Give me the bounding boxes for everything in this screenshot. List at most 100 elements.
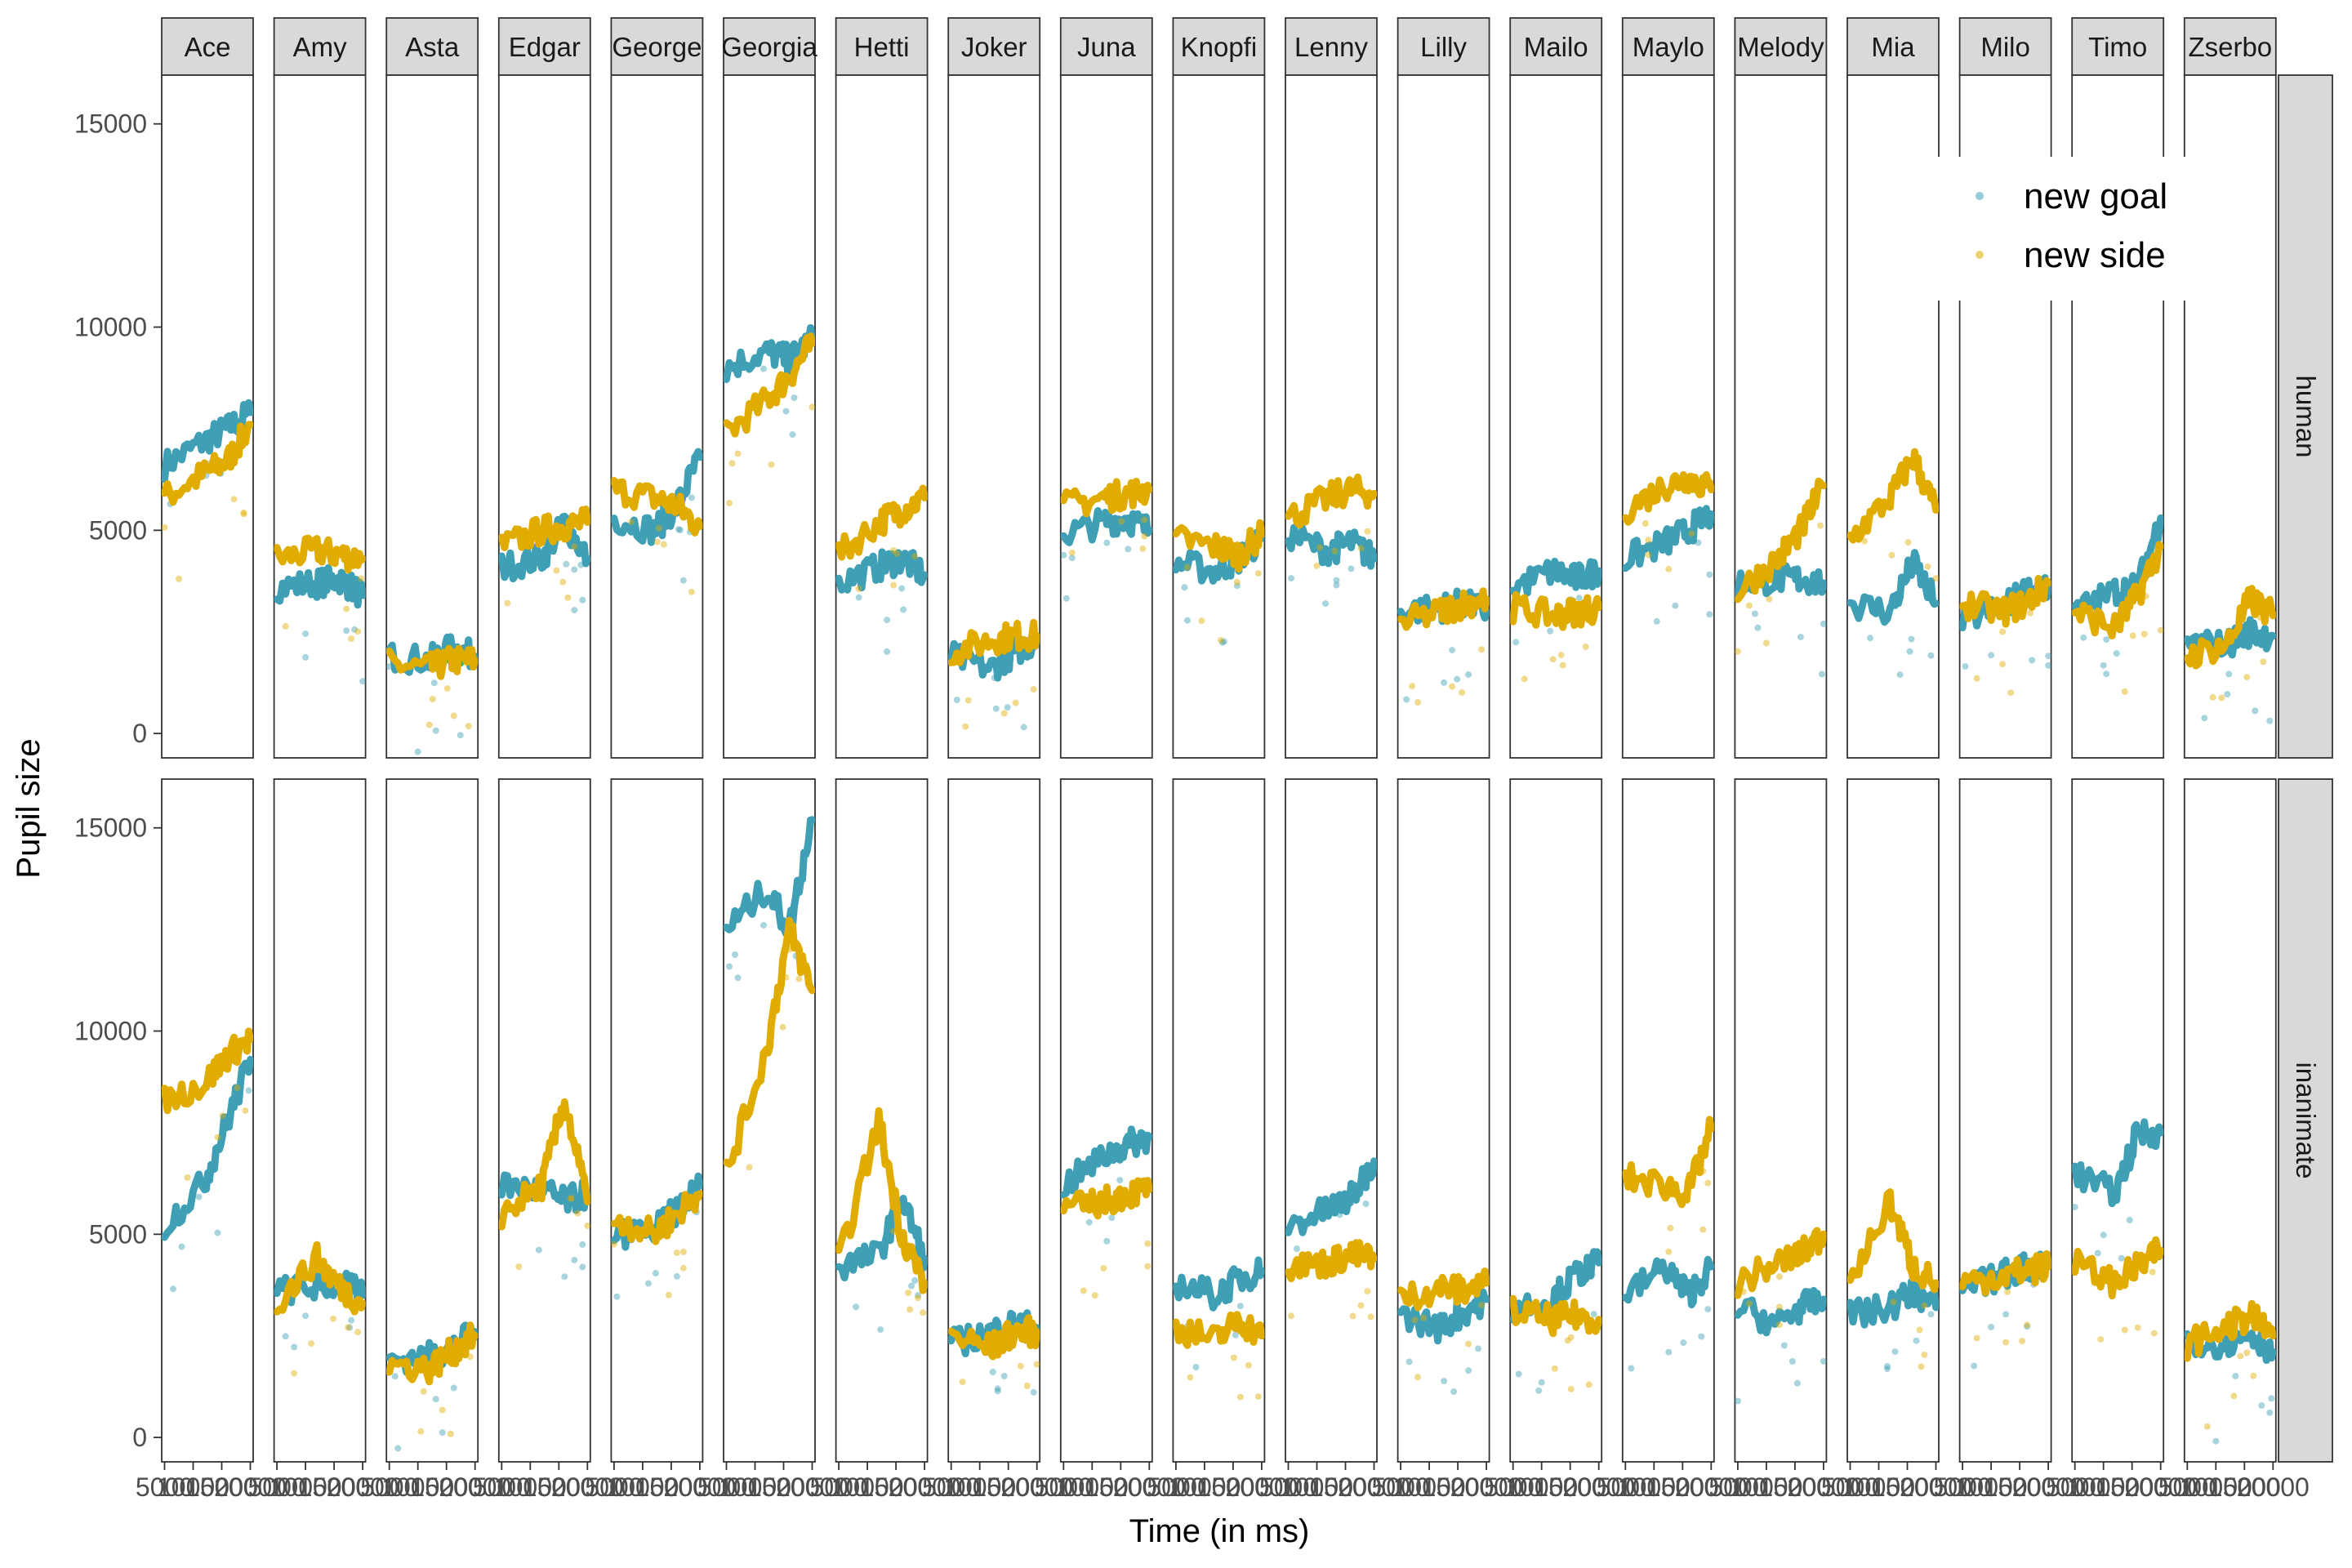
data-point-new-goal [853,1303,860,1311]
x-tick-label: 20000 [327,1472,399,1502]
series-trace-new-goal [162,1055,253,1241]
strip-label: George [612,32,702,62]
data-point-new-goal [679,577,687,584]
x-tick-label: 20000 [1225,1472,1298,1502]
legend-key-new-side [1976,251,1984,259]
series-trace-new-side [386,1321,479,1386]
data-point-new-goal [1698,1333,1705,1340]
panel-lilly-human [1396,74,1490,759]
data-point-new-side [1139,545,1147,552]
data-point-new-goal [1220,638,1227,645]
data-point-new-goal [439,1429,446,1437]
data-point-new-side [1567,1334,1575,1341]
x-tick-label: 20000 [776,1472,849,1502]
data-point-new-goal [900,606,907,613]
data-point-new-goal [1908,635,1915,643]
series-trace-new-goal [498,512,590,583]
data-point-new-goal [1820,620,1827,627]
x-tick-label: 5000 [1934,1472,1992,1502]
data-point-new-goal [991,675,998,681]
series-trace-new-goal [1397,1286,1490,1345]
row-strip-label: inanimate [2291,1062,2321,1178]
data-point-new-side [1559,662,1566,669]
x-tick-label: 15000 [747,1472,820,1502]
row-strip-label: human [2291,376,2321,458]
data-point-new-side [240,510,247,518]
series-trace-new-side [1173,519,1265,573]
data-point-new-side [242,1107,249,1114]
data-point-new-goal [732,951,738,958]
strip-label: Mailo [1524,32,1588,62]
data-point-new-side [679,1249,687,1255]
x-tick-label: 15000 [523,1472,595,1502]
data-point-new-goal [1588,1271,1596,1278]
data-point-new-side [1364,528,1371,535]
series-trace-new-side [724,332,815,438]
data-point-new-side [504,599,511,607]
panel-lenny-inanimate [1285,778,1378,1463]
data-point-new-side [1890,1298,1897,1306]
data-point-new-side [1367,1313,1374,1321]
x-tick-label: 10000 [719,1472,791,1502]
data-point-new-side [2134,1324,2141,1331]
x-tick-label: 10000 [1393,1472,1466,1502]
strip-milo: Milo [1958,17,2052,76]
data-point-new-goal [1515,1370,1522,1378]
data-point-new-goal [1465,1367,1472,1374]
panel-timo-inanimate [2071,778,2165,1463]
series-trace-new-goal [835,1195,928,1282]
data-point-new-goal [359,678,366,685]
data-point-new-goal [1218,639,1226,646]
data-point-new-goal [2113,650,2120,657]
data-point-new-side [890,1227,898,1235]
series-trace-new-goal [1847,1276,1939,1329]
data-point-new-goal [2045,653,2051,660]
y-tick-label: 0 [132,719,147,748]
x-tick-label: 15000 [1534,1472,1606,1502]
data-point-new-goal [195,1193,203,1200]
strip-maylo: Maylo [1621,17,1715,76]
strip-zserbo: Zserbo [2183,17,2277,76]
data-point-new-side [1521,675,1528,683]
data-point-new-goal [1348,565,1355,572]
strip-knopfi: Knopfi [1172,17,1266,76]
data-point-new-side [1254,1393,1262,1401]
series-trace-new-side [1397,1267,1490,1312]
data-point-new-side [354,1329,362,1336]
strip-hetti: Hetti [835,17,929,76]
data-point-new-side [1023,1382,1031,1389]
x-tick-label: 10000 [2180,1472,2252,1502]
data-point-new-side [219,1112,226,1120]
data-point-new-side [855,586,862,592]
series-trace-new-side [611,1190,703,1245]
data-point-new-side [1888,551,1895,559]
data-point-new-side [1918,1363,1925,1370]
data-point-new-goal [2201,715,2208,722]
data-point-new-goal [1906,648,1913,655]
x-tick-label: 15000 [410,1472,483,1502]
data-point-new-goal [577,561,585,568]
strip-george: George [610,17,704,76]
series-trace-new-goal [1735,1286,1827,1337]
data-point-new-goal [1232,1331,1239,1339]
data-point-new-goal [1085,1218,1093,1226]
series-trace-new-side [1285,473,1377,529]
data-point-new-side [1183,564,1191,571]
data-point-new-side [1144,1263,1152,1270]
data-point-new-side [768,461,775,468]
data-point-new-goal [1068,555,1076,562]
panel-lenny-human [1285,74,1378,759]
data-point-new-side [1999,628,2007,635]
x-tick-label: 10000 [381,1472,454,1502]
data-point-new-goal [1403,696,1410,703]
data-point-new-goal [1362,1200,1370,1207]
data-point-new-side [1478,646,1486,653]
data-point-new-goal [734,974,742,982]
data-point-new-side [1924,563,1931,570]
data-point-new-side [2237,1352,2244,1360]
data-point-new-goal [579,1263,586,1271]
data-point-new-goal [282,1333,289,1340]
x-tick-label: 10000 [270,1472,342,1502]
data-point-new-side [786,946,793,953]
data-point-new-side [1740,1288,1747,1295]
